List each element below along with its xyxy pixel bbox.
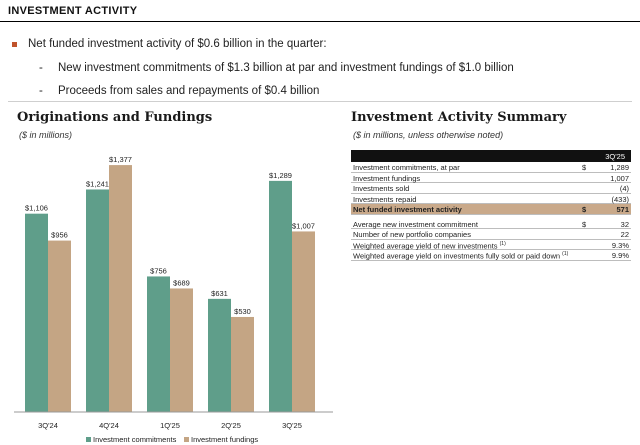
summary-title: Investment Activity Summary [351, 110, 567, 125]
summary-row-currency: $ [582, 205, 587, 214]
x-tick-label: 1Q'25 [160, 421, 180, 430]
legend-label: Investment fundings [191, 435, 258, 444]
bar [208, 298, 231, 412]
summary-row-value: 32 [620, 219, 629, 229]
legend-swatch [86, 437, 91, 442]
bullet-sub-text: New investment commitments of $1.3 billi… [58, 62, 514, 74]
data-label: $530 [234, 307, 251, 316]
data-label: $1,377 [109, 155, 132, 164]
summary-row-value: 22 [620, 230, 629, 239]
summary-row-label: Investments repaid [353, 194, 417, 204]
summary-subtitle: ($ in millions, unless otherwise noted) [353, 130, 504, 140]
summary-row-currency: $ [582, 163, 587, 172]
bar [86, 189, 109, 412]
bullet-main-text: Net funded investment activity of $0.6 b… [28, 38, 327, 50]
bullet-sub-1: - New investment commitments of $1.3 bil… [12, 60, 632, 81]
x-tick-label: 3Q'24 [38, 421, 58, 430]
bullet-list: Net funded investment activity of $0.6 b… [12, 38, 632, 104]
summary-row: Investment fundings 1,007 [351, 173, 631, 183]
summary-row-value: 1,289 [610, 163, 629, 172]
summary-row-label: Weighted average yield on investments fu… [353, 251, 569, 261]
summary-row-label: Investment commitments, at par [353, 163, 460, 172]
bar [25, 213, 48, 412]
bullet-sub-2: - Proceeds from sales and repayments of … [12, 83, 632, 104]
summary-row-label: Net funded investment activity [353, 205, 462, 214]
data-label: $956 [51, 231, 68, 240]
footnote-marker: (1) [499, 240, 506, 247]
summary-row: Investments repaid (433) [351, 194, 631, 204]
summary-row-value: 571 [616, 205, 629, 214]
dash-icon: - [39, 85, 43, 97]
data-label: $689 [173, 278, 190, 287]
x-tick-label: 2Q'25 [221, 421, 241, 430]
summary-row-value: (4) [619, 184, 629, 193]
chart-subtitle: ($ in millions) [19, 130, 73, 140]
bar [109, 165, 132, 412]
summary-row-value: 9.9% [611, 251, 629, 260]
summary-row-value: 9.3% [611, 240, 629, 250]
summary-row: Weighted average yield on investments fu… [351, 250, 631, 261]
summary-row-value: 1,007 [610, 173, 629, 183]
data-label: $631 [211, 289, 228, 298]
summary-row-value: (433) [611, 194, 629, 204]
section-title: INVESTMENT ACTIVITY [8, 5, 138, 17]
bar [170, 288, 193, 412]
summary-row-highlight: Net funded investment activity $ 571 [351, 204, 631, 215]
bar [231, 316, 254, 412]
bullet-sub-text: Proceeds from sales and repayments of $0… [58, 85, 320, 97]
chart-title: Originations and Fundings [17, 110, 213, 125]
x-tick-label: 4Q'24 [99, 421, 119, 430]
summary-row-label: Average new investment commitment [353, 219, 478, 229]
summary-column-header: 3Q'25 [605, 152, 625, 161]
bar [48, 240, 71, 412]
footnote-marker: (1) [562, 251, 569, 257]
section-header: INVESTMENT ACTIVITY [0, 0, 640, 22]
bar [147, 276, 170, 412]
legend-label: Investment commitments [93, 435, 177, 444]
summary-row-label: Investments sold [353, 184, 410, 193]
data-label: $1,106 [25, 204, 48, 213]
summary-table: 3Q'25 Investment commitments, at par $1,2… [351, 150, 631, 261]
section-divider [8, 101, 632, 102]
bullet-main: Net funded investment activity of $0.6 b… [12, 38, 632, 56]
summary-row-label: Number of new portfolio companies [353, 230, 471, 239]
summary-row-currency: $ [582, 219, 587, 229]
data-label: $756 [150, 266, 167, 275]
bullet-square-icon [12, 42, 17, 47]
summary-row: Weighted average yield of new investment… [351, 240, 631, 251]
originations-chart: $1,106 $956 3Q'24 $1,241 $1,377 4Q'24 $756 $689… [14, 155, 333, 444]
summary-row: Investments sold (4) [351, 183, 631, 194]
summary-row: Average new investment commitment $32 [351, 219, 631, 229]
data-label: $1,289 [269, 171, 292, 180]
dash-icon: - [39, 62, 43, 74]
data-label: $1,007 [292, 221, 315, 230]
summary-row: Investment commitments, at par $1,289 [351, 162, 631, 173]
summary-row: Number of new portfolio companies 22 [351, 229, 631, 240]
x-tick-label: 3Q'25 [282, 421, 302, 430]
summary-row-label: Weighted average yield of new investment… [353, 240, 506, 251]
summary-row-label: Investment fundings [353, 173, 421, 183]
legend-swatch [184, 437, 189, 442]
bar [292, 231, 315, 412]
data-label: $1,241 [86, 179, 109, 188]
summary-table-header: 3Q'25 [351, 150, 631, 162]
bar [269, 180, 292, 412]
